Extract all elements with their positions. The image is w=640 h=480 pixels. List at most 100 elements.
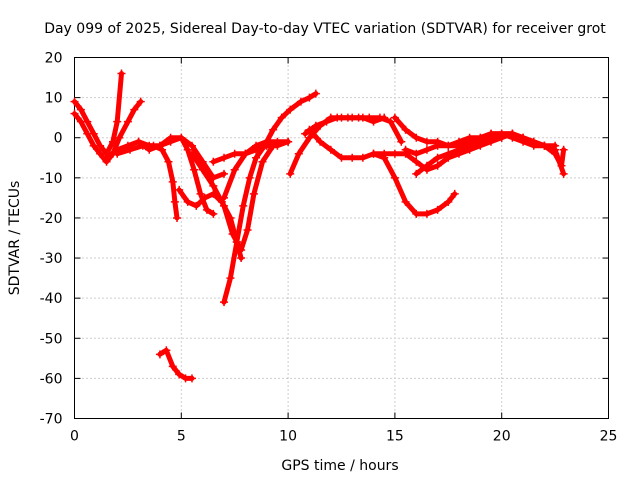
data-point [354, 113, 363, 122]
data-point [559, 169, 568, 178]
data-point [380, 149, 389, 158]
data-point [241, 149, 250, 158]
data-point [465, 141, 474, 150]
data-point [444, 141, 453, 150]
data-point [465, 133, 474, 142]
y-tick-label: 20 [45, 51, 63, 67]
data-point [76, 117, 85, 126]
x-tick-label: 15 [386, 429, 404, 445]
data-point [187, 141, 196, 150]
data-point [173, 213, 182, 222]
data-point [343, 113, 352, 122]
data-point [301, 129, 310, 138]
data-point [422, 161, 431, 170]
axis-ticks [74, 57, 609, 419]
data-point [557, 161, 566, 170]
data-point [117, 69, 126, 78]
data-point [187, 374, 196, 383]
data-point [200, 193, 209, 202]
chart-title: Day 099 of 2025, Sidereal Day-to-day VTE… [44, 21, 606, 37]
data-point [311, 121, 320, 130]
y-tick-label: 10 [45, 91, 63, 107]
data-point [476, 137, 485, 146]
x-tick-label: 5 [177, 429, 186, 445]
data-point [433, 205, 442, 214]
data-point [519, 137, 528, 146]
data-point [102, 153, 111, 162]
grid-lines [74, 57, 609, 419]
data-point [239, 201, 248, 210]
data-point [243, 225, 252, 234]
y-tick-label: -40 [40, 291, 63, 307]
data-point [450, 189, 459, 198]
y-tick-labels: 20 10 0 -10 -20 -30 -40 -50 -60 -70 [40, 51, 63, 428]
data-point [412, 157, 421, 166]
data-point [497, 129, 506, 138]
y-tick-label: -60 [40, 371, 63, 387]
data-point [386, 117, 395, 126]
data-point [316, 137, 325, 146]
data-point [277, 113, 286, 122]
data-point [559, 145, 568, 154]
data-point [237, 246, 246, 255]
series-pass-10 [209, 137, 293, 166]
data-point [220, 193, 229, 202]
data-point [258, 157, 267, 166]
data-point [220, 298, 229, 307]
x-tick-label: 25 [600, 429, 618, 445]
data-point [284, 137, 293, 146]
series-line [287, 115, 387, 177]
series-line [302, 115, 404, 145]
y-tick-label: -10 [40, 171, 63, 187]
data-point [83, 129, 92, 138]
data-point [183, 197, 192, 206]
series-pass-4 [113, 141, 182, 222]
data-point [401, 125, 410, 134]
data-point [192, 201, 201, 210]
data-point [220, 201, 229, 210]
series-pass-18 [412, 129, 568, 178]
data-point [228, 229, 237, 238]
x-tick-label: 0 [70, 429, 79, 445]
data-point [190, 165, 199, 174]
data-point [358, 153, 367, 162]
data-point [433, 141, 442, 150]
data-point [333, 113, 342, 122]
data-point [422, 145, 431, 154]
data-point [326, 145, 335, 154]
data-point [390, 113, 399, 122]
data-point [305, 93, 314, 102]
data-series [70, 69, 568, 383]
data-point [245, 173, 254, 182]
y-tick-label: -50 [40, 331, 63, 347]
series-pass-11 [155, 346, 196, 383]
y-tick-label: 0 [54, 131, 63, 147]
data-point [168, 177, 177, 186]
data-point [134, 137, 143, 146]
data-point [198, 165, 207, 174]
data-point [136, 97, 145, 106]
data-point [220, 169, 229, 178]
data-point [433, 153, 442, 162]
y-tick-label: -70 [40, 412, 63, 428]
data-point [390, 173, 399, 182]
data-point [230, 165, 239, 174]
data-point [175, 185, 184, 194]
data-point [155, 141, 164, 150]
plot-frame [74, 57, 609, 419]
data-point [337, 153, 346, 162]
data-point [115, 133, 124, 142]
x-tick-label: 10 [279, 429, 297, 445]
data-point [311, 89, 320, 98]
data-point [412, 209, 421, 218]
data-point [166, 133, 175, 142]
data-point [89, 141, 98, 150]
data-point [294, 149, 303, 158]
data-point [269, 125, 278, 134]
data-point [209, 157, 218, 166]
data-point [273, 141, 282, 150]
data-point [145, 141, 154, 150]
data-point [226, 274, 235, 283]
data-point [168, 362, 177, 371]
data-point [365, 113, 374, 122]
